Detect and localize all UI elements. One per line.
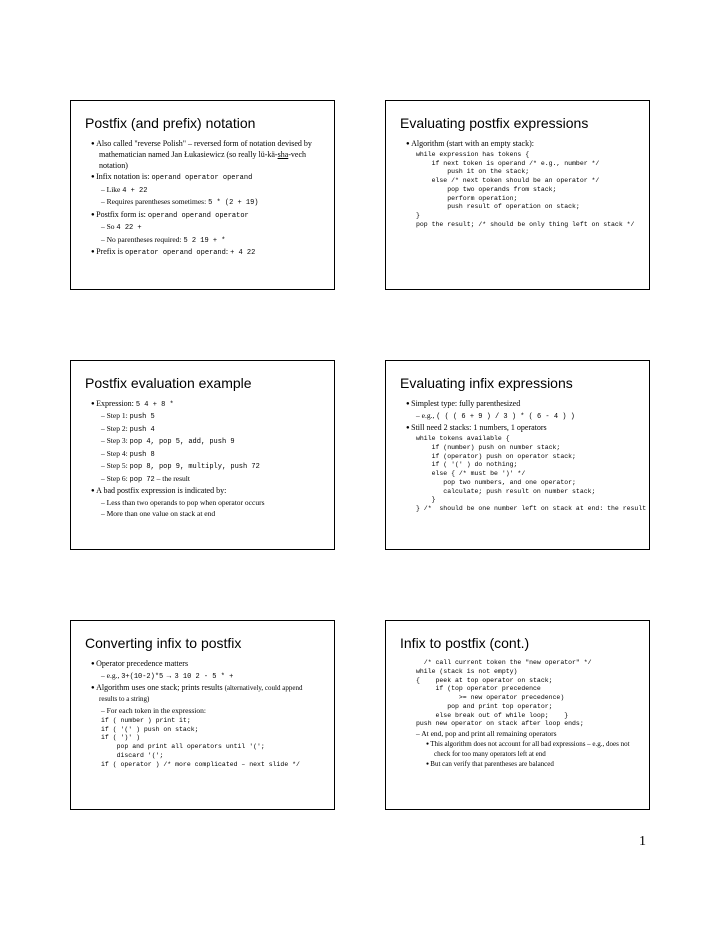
bullet-level-2: Like 4 + 22 xyxy=(89,185,320,196)
bullet-level-1: Algorithm (start with an empty stack): xyxy=(404,139,635,150)
slide-4: Evaluating infix expressions Simplest typ… xyxy=(385,360,650,550)
bullet-level-3: But can verify that parentheses are bala… xyxy=(404,760,635,770)
slide-content: /* call current token the "new operator"… xyxy=(400,659,635,770)
bullet-level-2: Requires parentheses sometimes: 5 * (2 +… xyxy=(89,197,320,208)
bullet-level-2: Less than two operands to pop when opera… xyxy=(89,498,320,508)
slide-title: Evaluating postfix expressions xyxy=(400,115,635,131)
slide-content: Expression: 5 4 + 8 *Step 1: push 5 Step … xyxy=(85,399,320,519)
code-block: /* call current token the "new operator"… xyxy=(404,659,635,729)
bullet-level-2: Step 4: push 8 xyxy=(89,449,320,460)
bullet-level-2: Step 2: push 4 xyxy=(89,424,320,435)
slide-content: Algorithm (start with an empty stack):wh… xyxy=(400,139,635,230)
code-block: while expression has tokens { if next to… xyxy=(404,151,635,230)
bullet-level-2: e.g., 3+(10-2)*5 → 3 10 2 - 5 * + xyxy=(89,671,320,682)
bullet-level-1: Infix notation is: operand operator oper… xyxy=(89,172,320,183)
page-number: 1 xyxy=(70,834,650,850)
bullet-level-1: Expression: 5 4 + 8 * xyxy=(89,399,320,410)
code-block: if ( number ) print it; if ( '(' ) push … xyxy=(89,717,320,770)
bullet-level-1: Simplest type: fully parenthesized xyxy=(404,399,635,410)
bullet-level-2: e.g., ( ( ( 6 + 9 ) / 3 ) * ( 6 - 4 ) ) xyxy=(404,411,635,422)
bullet-level-1: Prefix is operator operand operand: + 4 … xyxy=(89,247,320,258)
bullet-level-2: For each token in the expression: xyxy=(89,706,320,716)
slide-title: Infix to postfix (cont.) xyxy=(400,635,635,651)
bullet-level-3: This algorithm does not account for all … xyxy=(404,740,635,759)
slide-content: Also called "reverse Polish" – reversed … xyxy=(85,139,320,258)
slide-title: Postfix evaluation example xyxy=(85,375,320,391)
slide-1: Postfix (and prefix) notation Also called… xyxy=(70,100,335,290)
slide-title: Converting infix to postfix xyxy=(85,635,320,651)
bullet-level-1: Still need 2 stacks: 1 numbers, 1 operat… xyxy=(404,423,635,434)
bullet-level-2: Step 5: pop 8, pop 9, multiply, push 72 xyxy=(89,461,320,472)
bullet-level-2: Step 1: push 5 xyxy=(89,411,320,422)
bullet-level-1: Also called "reverse Polish" – reversed … xyxy=(89,139,320,171)
slide-3: Postfix evaluation example Expression: 5 … xyxy=(70,360,335,550)
bullet-level-2: Step 6: pop 72 – the result xyxy=(89,474,320,485)
slide-title: Evaluating infix expressions xyxy=(400,375,635,391)
bullet-level-2: No parentheses required: 5 2 19 + * xyxy=(89,235,320,246)
slide-2: Evaluating postfix expressions Algorithm … xyxy=(385,100,650,290)
slide-content: Operator precedence matterse.g., 3+(10-2… xyxy=(85,659,320,770)
bullet-level-2: So 4 22 + xyxy=(89,222,320,233)
bullet-level-1: Algorithm uses one stack; prints results… xyxy=(89,683,320,705)
slides-grid: Postfix (and prefix) notation Also called… xyxy=(70,100,650,810)
bullet-level-2: At end, pop and print all remaining oper… xyxy=(404,729,635,739)
bullet-level-1: Postfix form is: operand operand operato… xyxy=(89,210,320,221)
slide-title: Postfix (and prefix) notation xyxy=(85,115,320,131)
bullet-level-2: More than one value on stack at end xyxy=(89,509,320,519)
bullet-level-1: Operator precedence matters xyxy=(89,659,320,670)
bullet-level-1: A bad postfix expression is indicated by… xyxy=(89,486,320,497)
slide-content: Simplest type: fully parenthesizede.g., … xyxy=(400,399,635,514)
code-block: while tokens available { if (number) pus… xyxy=(404,435,635,514)
bullet-level-2: Step 3: pop 4, pop 5, add, push 9 xyxy=(89,436,320,447)
slide-6: Infix to postfix (cont.) /* call current… xyxy=(385,620,650,810)
slide-5: Converting infix to postfix Operator prec… xyxy=(70,620,335,810)
